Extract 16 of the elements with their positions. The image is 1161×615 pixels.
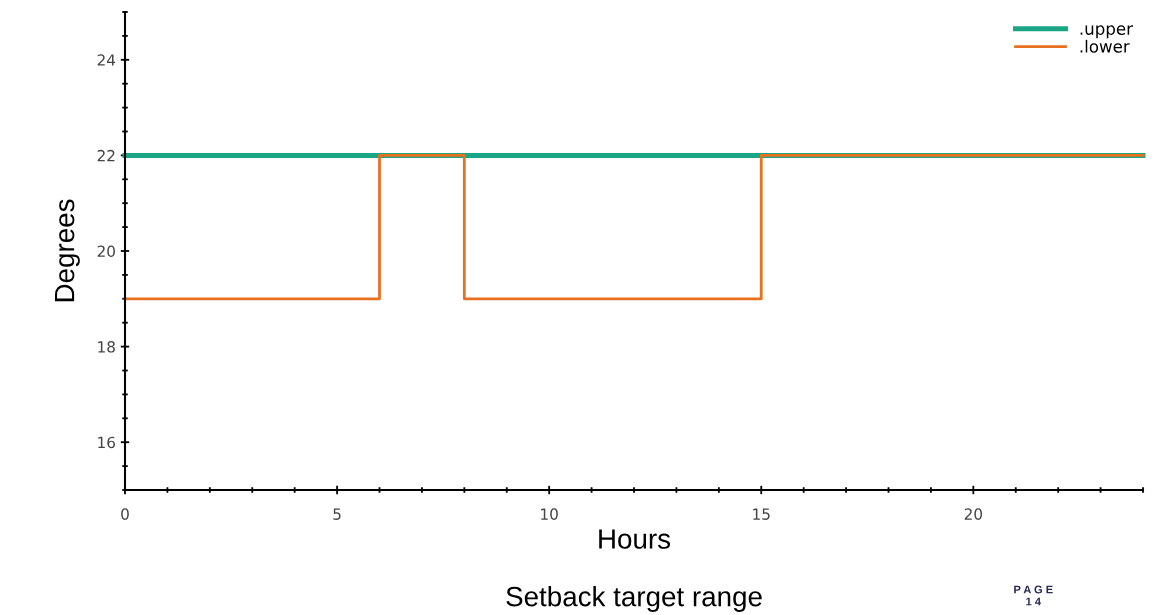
y-tick-label: 22 (97, 149, 115, 162)
x-tick-label: 5 (333, 508, 341, 520)
x-tick-label: 0 (121, 508, 129, 520)
x-tick-label: 20 (964, 508, 983, 520)
legend-label: .upper (1080, 25, 1133, 39)
y-tick-label: 16 (98, 436, 116, 449)
text: P A G E 1 4 (1014, 585, 1053, 606)
y-axis-title: Degrees (54, 199, 80, 302)
x-axis-title: Hours (599, 529, 671, 549)
text: Setback target range (506, 586, 762, 612)
x-tick-label: 15 (753, 508, 770, 520)
y-tick-label: 20 (97, 245, 115, 258)
legend-label: .lower (1080, 39, 1130, 53)
x-tick-label: 10 (541, 508, 558, 520)
y-tick-label: 24 (97, 54, 116, 66)
y-tick-label: 18 (98, 341, 115, 353)
